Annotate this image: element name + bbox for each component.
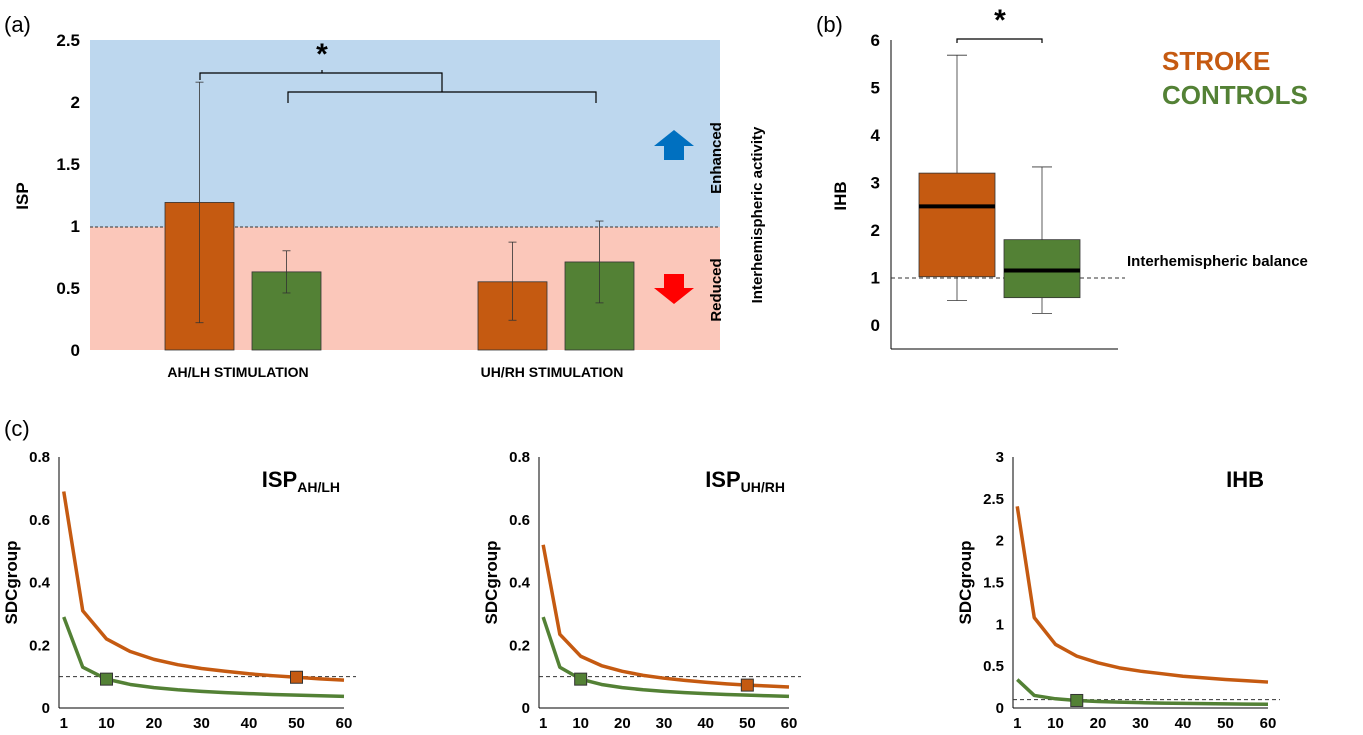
x-axis-label: Sample size [1092, 733, 1189, 735]
y-tick-label: 2.5 [983, 491, 1004, 508]
series-line [62, 491, 345, 682]
reduced-arrow-icon [654, 274, 694, 304]
category-label-ah-lh: AH/LH STIMULATION [167, 364, 308, 380]
a-y-tick-label: 0.5 [56, 279, 80, 298]
b-y-tick-label: 2 [871, 221, 880, 240]
a-y-tick-label: 1.5 [56, 155, 80, 174]
panel-c1-chart: 0 0.2 0.4 0.6 0.8 1 10 20 30 40 50 60 Sample size SDC… [2, 449, 356, 735]
significance-bracket-stroke [199, 70, 443, 80]
legend-controls: CONTROLS [1162, 80, 1308, 110]
x-tick-label: 1 [1013, 715, 1021, 732]
a-y-tick-label: 2 [71, 93, 80, 112]
chart-title: IHB [1226, 467, 1264, 492]
a-y-tick-label: 1 [71, 217, 80, 236]
bar [251, 271, 322, 351]
y-tick-label: 0.5 [983, 658, 1004, 675]
y-tick-label: 0.8 [509, 449, 530, 466]
y-tick-label: 0.4 [29, 575, 51, 592]
box [918, 172, 996, 278]
y-axis-label: SDCgroup [482, 540, 501, 624]
panel-label-a: (a) [4, 12, 31, 37]
y-axis-label: SDCgroup [956, 540, 975, 624]
x-tick-label: 30 [193, 715, 210, 732]
enhanced-region [90, 40, 720, 227]
x-axis-label: Sample size [615, 733, 712, 735]
legend-stroke: STROKE [1162, 46, 1270, 76]
significance-bracket-b [956, 38, 1043, 43]
x-tick-label: 30 [656, 715, 673, 732]
threshold-marker [100, 672, 113, 686]
b-y-tick-label: 4 [871, 126, 881, 145]
y-tick-label: 0 [42, 700, 50, 717]
y-tick-label: 0.6 [29, 512, 50, 529]
enhanced-label: Enhanced [708, 122, 725, 194]
b-y-tick-label: 5 [871, 79, 880, 98]
chart-title: ISPAH/LH [262, 467, 340, 495]
x-tick-label: 50 [288, 715, 305, 732]
y-tick-label: 0 [996, 700, 1004, 717]
x-tick-label: 20 [1090, 715, 1107, 732]
x-axis-label: Sample size [153, 733, 250, 735]
chart-title: ISPUH/RH [705, 467, 785, 495]
threshold-marker [290, 670, 303, 684]
x-tick-label: 60 [1260, 715, 1277, 732]
y-tick-label: 3 [996, 449, 1004, 466]
panel-label-b: (b) [816, 12, 843, 37]
reduced-label: Reduced [708, 258, 725, 321]
y-tick-label: 0.2 [509, 637, 530, 654]
y-tick-label: 1.5 [983, 575, 1004, 592]
threshold-marker [740, 678, 754, 692]
y-tick-label: 0.6 [509, 512, 530, 529]
x-tick-label: 10 [1047, 715, 1064, 732]
y-axis-label: SDCgroup [2, 540, 21, 624]
y-tick-label: 0 [522, 700, 530, 717]
panel-b-chart: 0 1 2 3 4 5 6 IHB Interhemispheric balance * S… [831, 4, 1308, 350]
panel-c3-chart: 0 0.5 1 1.5 2 2.5 3 1 10 20 30 40 50 60 Sample size SDC… [956, 449, 1280, 735]
reference-label-ihb: Interhemispheric balance [1127, 253, 1308, 270]
y-axis-label-ihb: IHB [831, 181, 850, 210]
series-line [1015, 506, 1269, 684]
a-y-tick-label: 2.5 [56, 31, 80, 50]
interhemispheric-activity-label: Interhemispheric activity [749, 126, 766, 303]
x-tick-label: 30 [1132, 715, 1149, 732]
x-tick-label: 1 [60, 715, 68, 732]
category-label-uh-rh: UH/RH STIMULATION [481, 364, 624, 380]
b-y-tick-label: 6 [871, 31, 880, 50]
threshold-marker [574, 672, 588, 686]
x-tick-label: 50 [1217, 715, 1234, 732]
x-tick-label: 60 [781, 715, 798, 732]
b-y-tick-label: 1 [871, 269, 880, 288]
x-tick-label: 20 [614, 715, 631, 732]
y-tick-label: 0.2 [29, 637, 50, 654]
threshold-marker [1070, 693, 1084, 707]
y-tick-label: 0.8 [29, 449, 50, 466]
y-tick-label: 2 [996, 533, 1004, 550]
series-line [1016, 678, 1269, 706]
y-tick-label: 1 [996, 616, 1004, 633]
panel-c2-chart: 0 0.2 0.4 0.6 0.8 1 10 20 30 40 50 60 Sample size SDC… [482, 449, 801, 735]
enhanced-arrow-icon [654, 130, 694, 160]
x-tick-label: 40 [241, 715, 258, 732]
x-tick-label: 1 [539, 715, 547, 732]
panel-label-c: (c) [4, 416, 30, 441]
significance-star-a: * [316, 38, 328, 71]
panel-a-chart: 0 0.5 1 1.5 2 2.5 AH/LH STIMULATION UH/RH STI… [13, 31, 766, 380]
a-y-tick-label: 0 [71, 341, 80, 360]
significance-bracket-controls [287, 80, 597, 103]
y-axis-label-isp: ISP [13, 182, 32, 209]
x-tick-label: 60 [336, 715, 353, 732]
b-y-tick-label: 3 [871, 174, 880, 193]
b-y-tick-label: 0 [871, 316, 880, 335]
y-tick-label: 0.4 [509, 575, 531, 592]
x-tick-label: 50 [739, 715, 756, 732]
x-tick-label: 40 [697, 715, 714, 732]
x-tick-label: 40 [1175, 715, 1192, 732]
x-tick-label: 10 [98, 715, 115, 732]
x-tick-label: 20 [146, 715, 163, 732]
significance-star-b: * [994, 4, 1006, 37]
x-tick-label: 10 [572, 715, 589, 732]
series-line [541, 544, 790, 689]
